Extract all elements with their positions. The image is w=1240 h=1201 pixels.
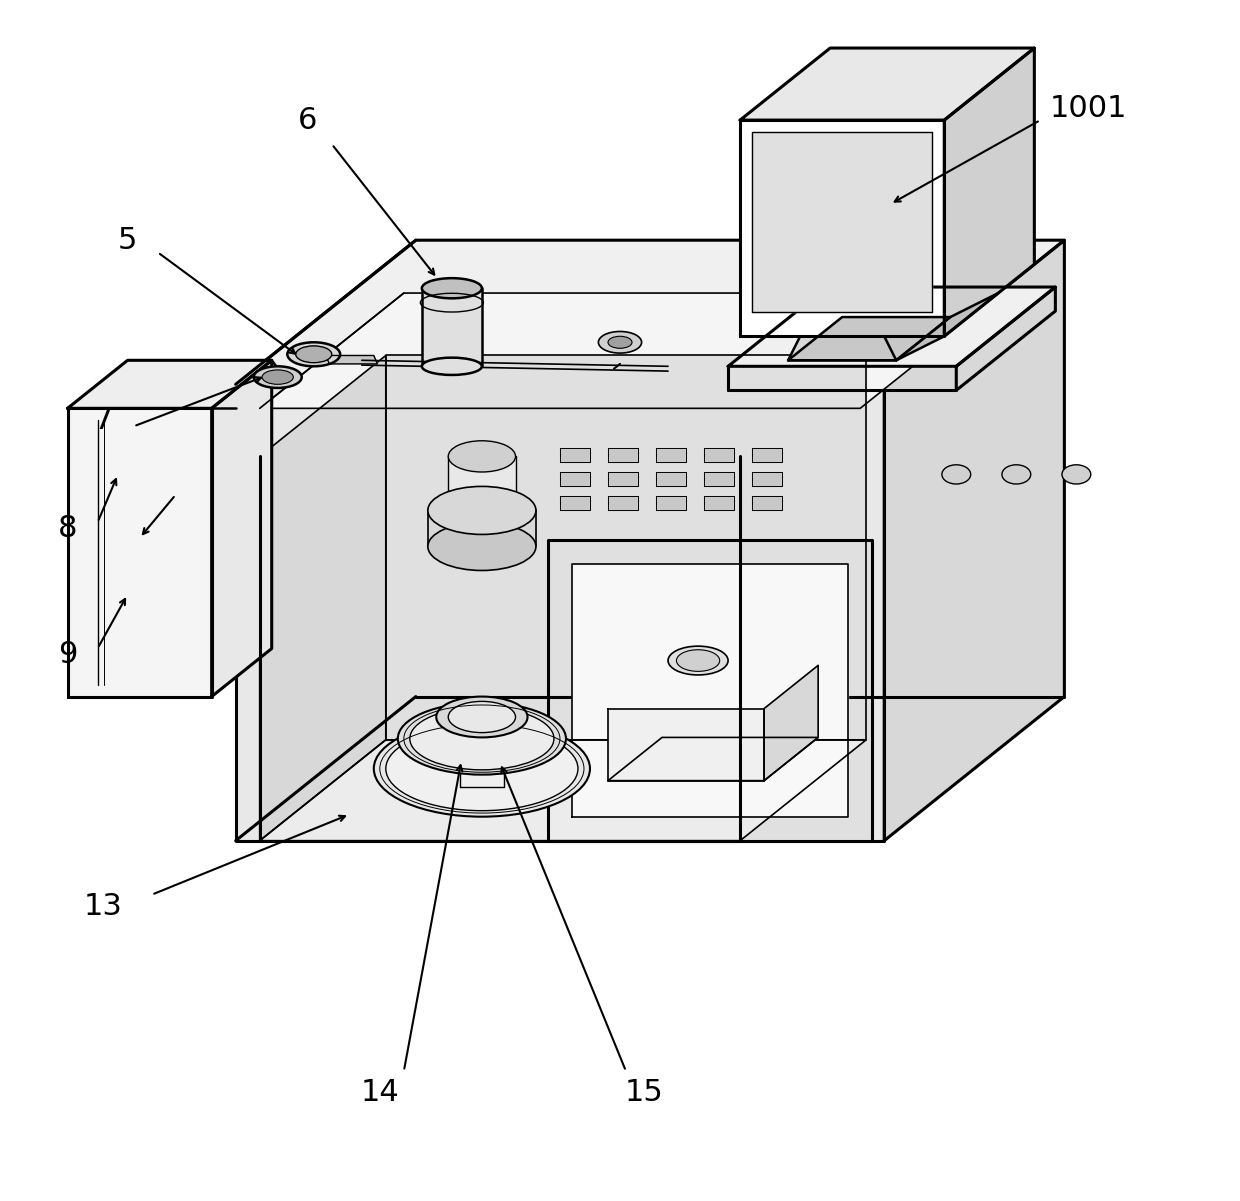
Polygon shape — [728, 287, 1055, 366]
Polygon shape — [560, 448, 590, 462]
Polygon shape — [753, 496, 782, 510]
Ellipse shape — [410, 707, 554, 770]
Ellipse shape — [288, 342, 340, 366]
Ellipse shape — [448, 701, 516, 733]
Ellipse shape — [942, 465, 971, 484]
Text: 13: 13 — [84, 892, 123, 921]
Polygon shape — [259, 355, 386, 841]
Polygon shape — [704, 448, 734, 462]
Polygon shape — [608, 737, 818, 781]
Ellipse shape — [386, 727, 578, 811]
Ellipse shape — [428, 522, 536, 570]
Polygon shape — [608, 448, 639, 462]
Polygon shape — [572, 564, 848, 817]
Polygon shape — [656, 448, 686, 462]
Polygon shape — [740, 120, 945, 336]
Polygon shape — [236, 384, 884, 841]
Ellipse shape — [422, 279, 482, 298]
Polygon shape — [460, 739, 503, 787]
Polygon shape — [608, 496, 639, 510]
Polygon shape — [956, 287, 1055, 390]
Polygon shape — [212, 360, 272, 697]
Polygon shape — [740, 48, 1034, 120]
Polygon shape — [259, 293, 1004, 408]
Polygon shape — [656, 472, 686, 486]
Polygon shape — [656, 496, 686, 510]
Ellipse shape — [1061, 465, 1091, 484]
Text: 6: 6 — [298, 106, 317, 135]
Ellipse shape — [677, 650, 719, 671]
Text: 8: 8 — [58, 514, 77, 543]
Polygon shape — [236, 240, 1064, 384]
Ellipse shape — [262, 370, 294, 384]
Ellipse shape — [608, 336, 632, 348]
Text: 9: 9 — [58, 640, 77, 669]
Ellipse shape — [436, 697, 527, 737]
Polygon shape — [560, 496, 590, 510]
Polygon shape — [789, 317, 950, 360]
Polygon shape — [422, 288, 482, 366]
Polygon shape — [448, 456, 516, 510]
Polygon shape — [608, 709, 764, 781]
Polygon shape — [884, 240, 1064, 841]
Polygon shape — [259, 740, 867, 841]
Ellipse shape — [448, 441, 516, 472]
Polygon shape — [945, 48, 1034, 336]
Ellipse shape — [398, 703, 565, 775]
Text: 14: 14 — [361, 1078, 399, 1107]
Polygon shape — [753, 448, 782, 462]
Polygon shape — [326, 355, 377, 364]
Text: 15: 15 — [625, 1078, 663, 1107]
Text: 1001: 1001 — [1049, 94, 1127, 123]
Polygon shape — [386, 355, 867, 740]
Ellipse shape — [448, 495, 516, 526]
Ellipse shape — [254, 366, 301, 388]
Ellipse shape — [668, 646, 728, 675]
Text: 7: 7 — [94, 406, 113, 435]
Polygon shape — [428, 510, 536, 546]
Ellipse shape — [428, 486, 536, 534]
Polygon shape — [548, 540, 872, 841]
Polygon shape — [67, 360, 272, 408]
Ellipse shape — [1002, 465, 1030, 484]
Polygon shape — [753, 472, 782, 486]
Polygon shape — [897, 293, 998, 360]
Ellipse shape — [422, 358, 482, 375]
Polygon shape — [704, 496, 734, 510]
Text: 5: 5 — [118, 226, 138, 255]
Polygon shape — [753, 132, 932, 312]
Polygon shape — [67, 408, 212, 697]
Ellipse shape — [599, 331, 641, 353]
Polygon shape — [764, 665, 818, 781]
Ellipse shape — [295, 346, 332, 363]
Polygon shape — [704, 472, 734, 486]
Ellipse shape — [373, 721, 590, 817]
Polygon shape — [560, 472, 590, 486]
Polygon shape — [789, 336, 897, 360]
Polygon shape — [608, 472, 639, 486]
